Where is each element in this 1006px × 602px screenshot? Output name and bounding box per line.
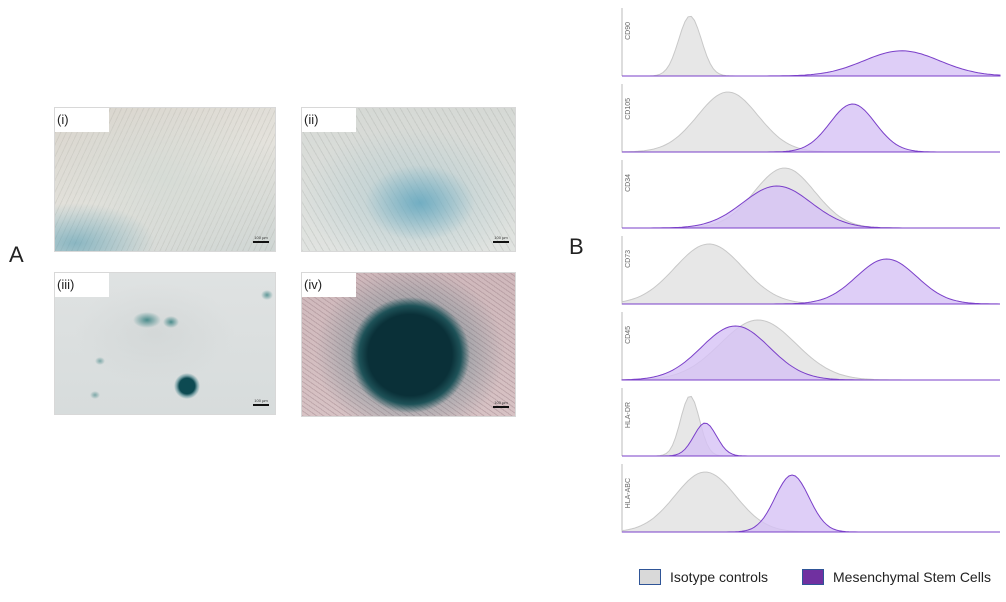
scale-bar: 100 µm — [253, 398, 269, 410]
micrograph-ii: (ii) 100 µm — [301, 107, 516, 252]
micrograph-iv-label: (iv) — [302, 273, 356, 297]
legend-isotype: Isotype controls — [639, 569, 768, 585]
micrograph-iv: (iv) 100 µm — [301, 272, 516, 417]
micrograph-i: (i) 100 µm — [54, 107, 276, 252]
panel-a-letter: A — [9, 242, 24, 267]
scale-bar: 100 µm — [493, 235, 509, 247]
marker-label: HLA-DR — [625, 402, 632, 428]
marker-label: CD73 — [625, 250, 632, 268]
marker-label: CD105 — [625, 98, 632, 120]
legend-isotype-swatch — [639, 569, 661, 585]
legend-msc: Mesenchymal Stem Cells — [802, 569, 991, 585]
micrograph-iii: (iii) 100 µm — [54, 272, 276, 415]
msc-histogram — [622, 103, 1000, 153]
marker-label: CD34 — [625, 174, 632, 192]
msc-histogram — [622, 474, 1000, 533]
panel-b-letter: B — [569, 234, 584, 259]
legend-msc-label: Mesenchymal Stem Cells — [833, 569, 991, 585]
msc-histogram — [622, 50, 1001, 77]
msc-histogram — [622, 258, 1001, 305]
flow-histograms: CD90 CD105 CD34 CD73 CD45 HLA-DR HLA-ABC — [621, 8, 1001, 533]
legend-isotype-label: Isotype controls — [670, 569, 769, 585]
micrograph-i-label: (i) — [55, 108, 109, 132]
isotype-histogram — [621, 243, 1000, 305]
marker-label: HLA-ABC — [625, 478, 632, 508]
scale-bar: 100 µm — [253, 235, 269, 247]
scale-bar: 100 µm — [493, 400, 509, 412]
msc-histogram — [621, 325, 1000, 381]
micrograph-ii-label: (ii) — [302, 108, 356, 132]
marker-label: CD90 — [625, 22, 632, 40]
msc-histogram — [622, 422, 1000, 457]
micrograph-iii-label: (iii) — [55, 273, 109, 297]
msc-histogram — [622, 185, 1000, 229]
marker-label: CD45 — [625, 326, 632, 344]
legend-msc-swatch — [802, 569, 824, 585]
isotype-histogram — [622, 395, 1000, 457]
